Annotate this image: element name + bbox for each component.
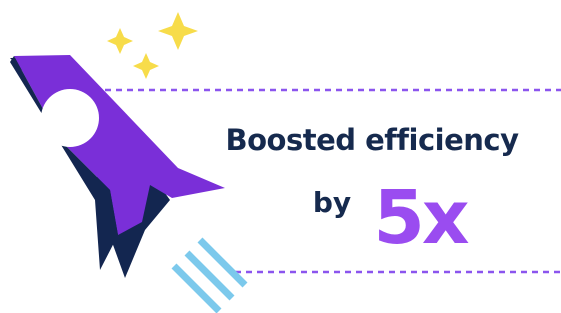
rocket-body bbox=[14, 55, 225, 235]
exhaust-stripe bbox=[174, 266, 219, 311]
sparkles bbox=[107, 12, 198, 79]
sparkle bbox=[107, 28, 133, 54]
prefix: by bbox=[313, 186, 351, 219]
headline: Boosted efficiency bbox=[226, 123, 520, 157]
rocket-window bbox=[41, 89, 99, 147]
page: Boosted efficiency by 5x (() => { const … bbox=[0, 0, 561, 313]
sparkle bbox=[158, 12, 198, 50]
rocket bbox=[10, 55, 225, 278]
exhaust bbox=[174, 240, 245, 311]
highlight: 5x bbox=[373, 175, 468, 261]
infographic: Boosted efficiency by 5x bbox=[0, 0, 561, 313]
sparkle bbox=[133, 53, 159, 79]
exhaust-stripe bbox=[187, 253, 232, 298]
exhaust-stripe bbox=[200, 240, 245, 285]
